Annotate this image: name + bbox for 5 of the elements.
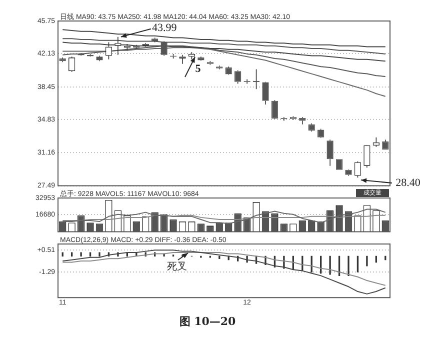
annotation: 43.99 bbox=[152, 22, 178, 34]
annotation: 死叉 bbox=[167, 262, 187, 273]
text: 28.40 bbox=[396, 176, 421, 189]
annotation: 5 bbox=[195, 62, 202, 75]
caption: 图 10—20 bbox=[178, 314, 237, 329]
